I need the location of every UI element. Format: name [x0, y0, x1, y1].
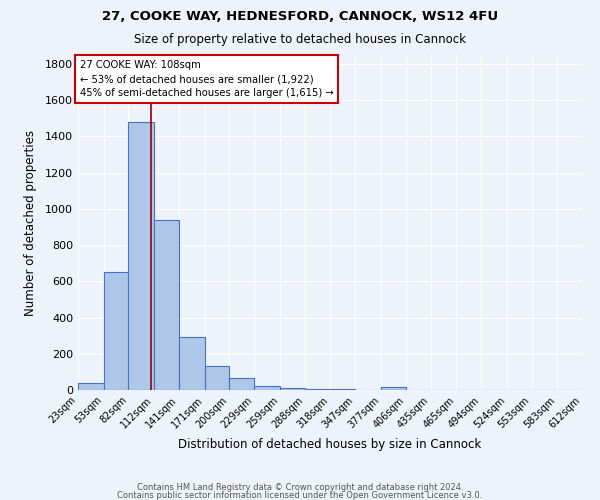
Bar: [254, 386, 280, 390]
X-axis label: Distribution of detached houses by size in Cannock: Distribution of detached houses by size …: [178, 438, 482, 451]
Bar: [229, 378, 254, 390]
Bar: [179, 338, 205, 390]
Text: 27, COOKE WAY, HEDNESFORD, CANNOCK, WS12 4FU: 27, COOKE WAY, HEDNESFORD, CANNOCK, WS12…: [102, 10, 498, 23]
Text: Contains public sector information licensed under the Open Government Licence v3: Contains public sector information licen…: [118, 490, 482, 500]
Bar: [128, 122, 154, 390]
Bar: [154, 220, 179, 390]
Text: 27 COOKE WAY: 108sqm
← 53% of detached houses are smaller (1,922)
45% of semi-de: 27 COOKE WAY: 108sqm ← 53% of detached h…: [80, 60, 334, 98]
Y-axis label: Number of detached properties: Number of detached properties: [23, 130, 37, 316]
Text: Contains HM Land Registry data © Crown copyright and database right 2024.: Contains HM Land Registry data © Crown c…: [137, 484, 463, 492]
Bar: [381, 386, 406, 390]
Bar: [104, 272, 128, 390]
Bar: [305, 389, 331, 390]
Bar: [78, 383, 104, 390]
Bar: [205, 366, 229, 390]
Text: Size of property relative to detached houses in Cannock: Size of property relative to detached ho…: [134, 32, 466, 46]
Bar: [280, 388, 305, 390]
